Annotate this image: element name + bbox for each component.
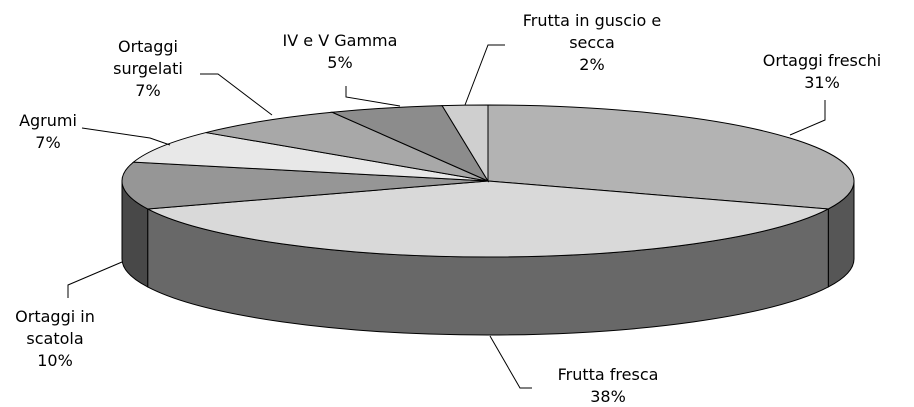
leader-line (345, 86, 401, 107)
slice-label: IV e V Gamma 5% (250, 30, 430, 74)
slice (487, 104, 855, 210)
slice-name: Frutta in guscio e secca (522, 11, 662, 52)
slice-value: 7% (135, 81, 161, 100)
slice (441, 104, 489, 183)
slice-value: 10% (37, 351, 73, 370)
leader-line (464, 44, 505, 106)
slice-value: 31% (804, 73, 840, 92)
slice (132, 132, 489, 182)
slice (121, 161, 489, 210)
slice-value: 2% (579, 55, 605, 74)
slice-name: Ortaggi freschi (762, 51, 882, 70)
slice-name: Frutta fresca (557, 365, 659, 384)
slice-label: Ortaggi surgelati 7% (93, 36, 203, 102)
slice-label: Frutta fresca 38% (523, 364, 693, 407)
leader-line (489, 335, 532, 389)
slice (145, 180, 831, 258)
slice-value: 38% (590, 387, 626, 406)
leader-line (81, 127, 171, 146)
slice-label: Agrumi 7% (3, 110, 93, 154)
slice-label: Ortaggi in scatola 10% (0, 306, 110, 372)
slice-name: IV e V Gamma (282, 31, 398, 50)
slice-name: Ortaggi surgelati (113, 37, 183, 78)
leader-line (789, 100, 826, 136)
leader-line (67, 261, 123, 298)
leader-line (200, 73, 273, 116)
slice-name: Ortaggi in scatola (15, 307, 95, 348)
slice-label: Frutta in guscio e secca 2% (512, 10, 672, 76)
slice-name: Agrumi (19, 111, 77, 130)
slice (205, 111, 489, 182)
slice-value: 7% (35, 133, 61, 152)
slice-label: Ortaggi freschi 31% (732, 50, 912, 94)
slice-value: 5% (327, 53, 353, 72)
